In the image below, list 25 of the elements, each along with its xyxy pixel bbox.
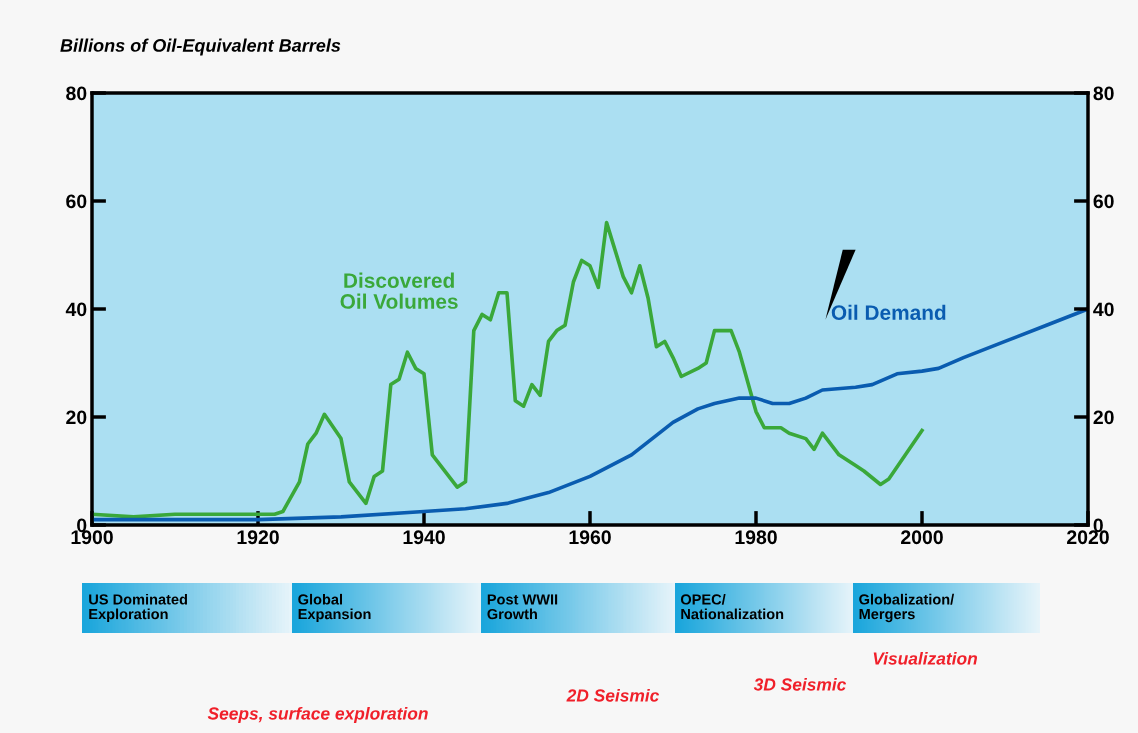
text: OPEC/ Nationalization — [680, 593, 784, 620]
text: Seeps, surface exploration — [207, 706, 428, 724]
text: Oil Demand — [831, 304, 946, 320]
text: Post WWII Growth — [487, 594, 558, 620]
x-tick-label: 1960 — [569, 530, 611, 545]
y-tick-label: 20 — [66, 410, 87, 425]
x-tick-label: 1940 — [403, 530, 445, 545]
y-tick-label: 60 — [66, 194, 87, 209]
y2-tick-label: 40 — [1093, 302, 1114, 317]
series-label: Discovered Oil Volumes — [340, 272, 458, 309]
text: 3D Seismic — [753, 677, 847, 691]
y2-tick-label: 20 — [1093, 410, 1114, 425]
x-tick-label: 1980 — [735, 530, 777, 545]
x-tick-label: 2000 — [901, 530, 943, 545]
text: Visualization — [873, 651, 978, 665]
y-tick-label: 80 — [66, 86, 87, 101]
y-axis-title: Billions of Oil-Equivalent Barrels — [60, 38, 341, 56]
text: 2D Seismic — [566, 688, 660, 702]
y2-tick-label: 80 — [1093, 86, 1114, 101]
y-tick-label: 40 — [65, 302, 87, 317]
y2-tick-label: 60 — [1093, 194, 1114, 209]
text: Global Expansion — [298, 593, 371, 623]
text: Globalization/ Mergers — [859, 593, 955, 623]
text: US Dominated Exploration — [89, 593, 187, 623]
x-tick-label: 1920 — [237, 530, 279, 545]
